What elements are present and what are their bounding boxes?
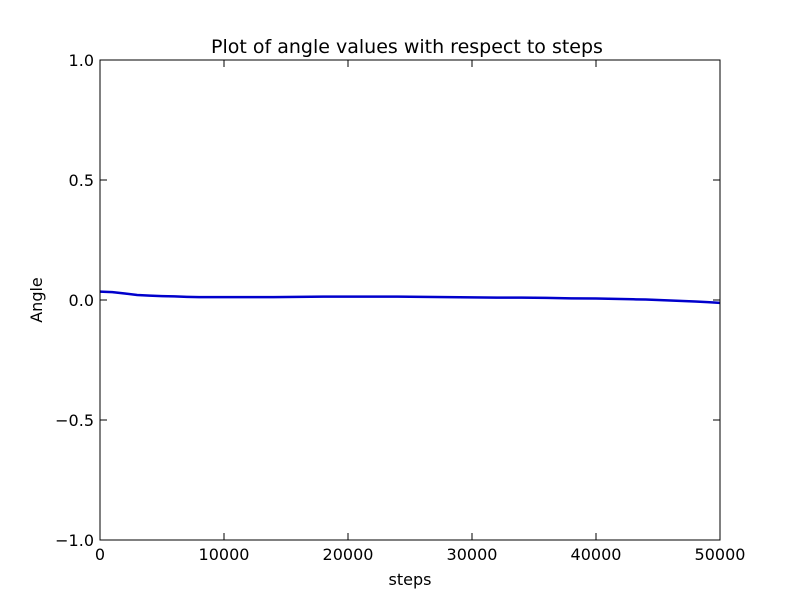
x-tick-label: 30000	[447, 545, 498, 564]
series-line-angle	[99, 290, 721, 305]
x-tick-label: 20000	[323, 545, 374, 564]
y-axis-ticks: 1.0 0.5 0.0 −0.5 −1.0	[55, 51, 720, 550]
x-tick-label: 50000	[695, 545, 746, 564]
x-tick-label: 10000	[199, 545, 250, 564]
y-tick-label: −0.5	[55, 411, 94, 430]
y-tick-label: 0.0	[69, 291, 94, 310]
plot-area	[99, 59, 721, 541]
chart-title: Plot of angle values with respect to ste…	[211, 36, 603, 58]
x-tick-label: 40000	[571, 545, 622, 564]
y-tick-label: 1.0	[69, 51, 94, 70]
x-axis-label: steps	[389, 570, 432, 589]
x-tick-label: 0	[95, 545, 105, 564]
y-tick-label: −1.0	[55, 531, 94, 550]
y-axis-label: Angle	[27, 277, 46, 323]
y-tick-label: 0.5	[69, 171, 94, 190]
x-axis-ticks: 0 10000 20000 30000 40000 50000	[95, 60, 746, 564]
